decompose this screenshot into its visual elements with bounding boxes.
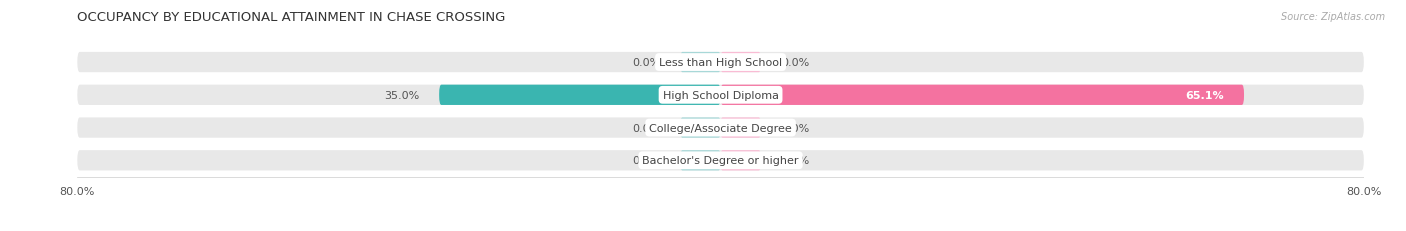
FancyBboxPatch shape: [77, 151, 1364, 171]
Text: Bachelor's Degree or higher: Bachelor's Degree or higher: [643, 156, 799, 166]
FancyBboxPatch shape: [77, 53, 1364, 73]
FancyBboxPatch shape: [77, 85, 1364, 106]
FancyBboxPatch shape: [721, 53, 761, 73]
FancyBboxPatch shape: [77, 118, 1364, 138]
FancyBboxPatch shape: [439, 85, 721, 106]
Text: 0.0%: 0.0%: [780, 58, 808, 68]
FancyBboxPatch shape: [721, 118, 761, 138]
FancyBboxPatch shape: [681, 151, 721, 171]
Text: 0.0%: 0.0%: [633, 123, 661, 133]
FancyBboxPatch shape: [721, 85, 1244, 106]
Text: College/Associate Degree: College/Associate Degree: [650, 123, 792, 133]
Text: 0.0%: 0.0%: [780, 156, 808, 166]
Text: 0.0%: 0.0%: [633, 156, 661, 166]
Text: 0.0%: 0.0%: [633, 58, 661, 68]
Text: 65.1%: 65.1%: [1185, 90, 1223, 100]
Text: Source: ZipAtlas.com: Source: ZipAtlas.com: [1281, 12, 1385, 21]
Legend: Owner-occupied, Renter-occupied: Owner-occupied, Renter-occupied: [605, 228, 837, 231]
FancyBboxPatch shape: [681, 118, 721, 138]
Text: Less than High School: Less than High School: [659, 58, 782, 68]
Text: 35.0%: 35.0%: [384, 90, 419, 100]
FancyBboxPatch shape: [681, 53, 721, 73]
Text: High School Diploma: High School Diploma: [662, 90, 779, 100]
FancyBboxPatch shape: [721, 151, 761, 171]
Text: 0.0%: 0.0%: [780, 123, 808, 133]
Text: OCCUPANCY BY EDUCATIONAL ATTAINMENT IN CHASE CROSSING: OCCUPANCY BY EDUCATIONAL ATTAINMENT IN C…: [77, 11, 506, 24]
